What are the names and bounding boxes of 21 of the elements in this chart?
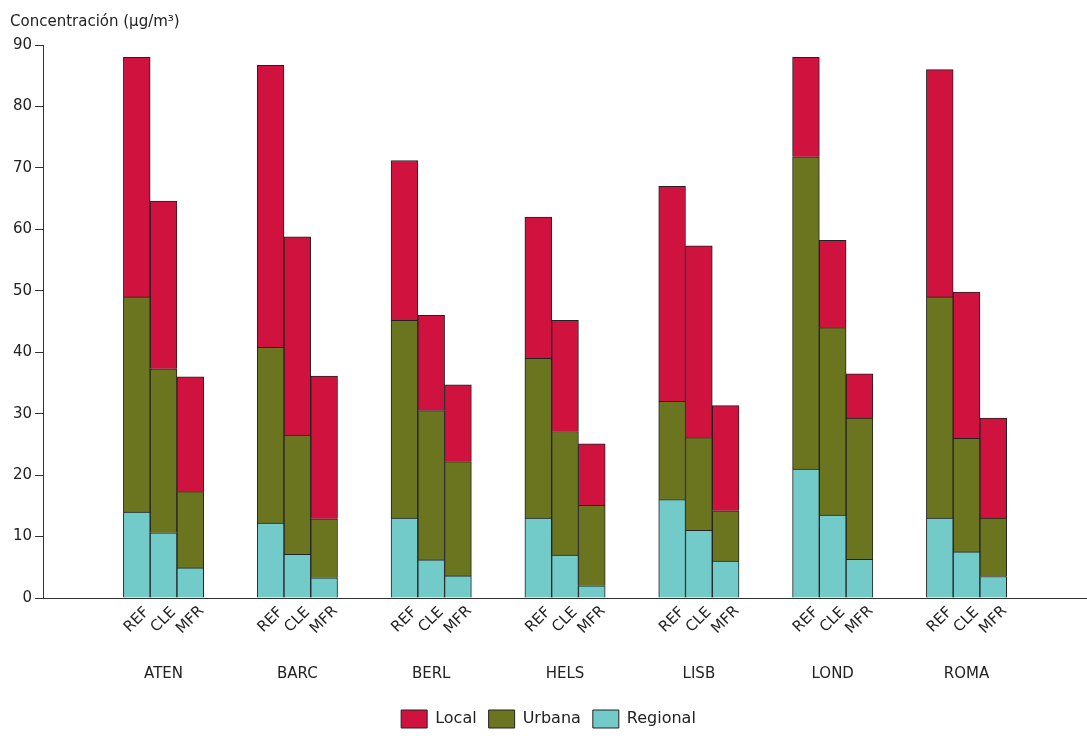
text: ROMA [943, 663, 990, 682]
y-tick-label: 0 [22, 587, 33, 606]
y-tick-label: 50 [12, 280, 33, 299]
y-tick-label: 60 [12, 219, 33, 238]
y-tick-label: 40 [12, 342, 33, 361]
y-tick-label: 70 [12, 157, 33, 176]
y-tick-label: 80 [12, 96, 33, 115]
y-tick-label: 20 [12, 465, 33, 483]
y-axis-title: Concentración (µg/m³) [10, 11, 180, 30]
text: HELS [545, 663, 585, 682]
legend-label: Regional [626, 708, 696, 728]
legend-label: Urbana [522, 708, 581, 728]
text: LOND [811, 663, 854, 682]
legend-label: Local [435, 708, 477, 728]
y-tick-label: 90 [12, 34, 33, 53]
text: ATEN [144, 663, 184, 682]
text: BERL [411, 663, 452, 682]
text: LISB [682, 663, 716, 682]
y-tick-label: 30 [12, 403, 33, 422]
text: BARC [277, 663, 318, 682]
y-tick-label: 10 [12, 526, 33, 545]
